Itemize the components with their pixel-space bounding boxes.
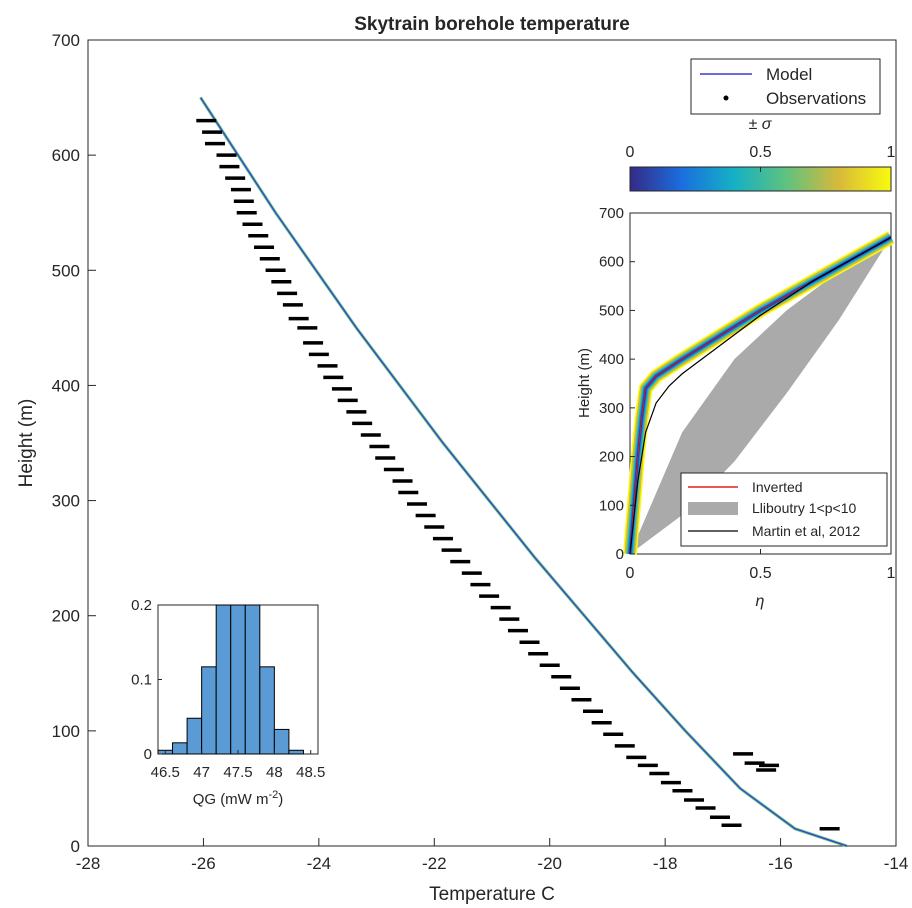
- main-x-tick-label: -14: [884, 854, 909, 873]
- legend-lliboutry-label: Lliboutry 1<p<10: [752, 500, 857, 516]
- inset-eta-x-axis-label: η: [756, 593, 765, 610]
- inset-histogram-bars: [157, 604, 304, 755]
- colorbar-tick-label: 1: [887, 144, 896, 161]
- inset-histogram-y-ticks: 0 0.1 0.2: [131, 597, 162, 763]
- histogram-bar: [288, 749, 304, 755]
- main-x-tick-label: -26: [191, 854, 216, 873]
- inset-eta-y-tick-label: 100: [599, 497, 624, 514]
- inset-histogram-axes: 46.5 47 47.5 48 48.5 0 0.1 0.2 QG (mW m-2): [131, 597, 325, 808]
- inset-eta-x-ticks: 0 0.5 1: [626, 549, 896, 582]
- legend-model-label: Model: [766, 65, 812, 84]
- histogram-bar: [259, 666, 275, 755]
- histogram-bar: [186, 717, 203, 755]
- main-legend: Model Observations: [690, 58, 881, 115]
- inset-eta-x-tick-label: 0.5: [749, 565, 771, 582]
- main-y-tick-label: 0: [71, 837, 80, 856]
- inset-eta-y-tick-label: 700: [599, 205, 624, 222]
- inset-histogram-x-tick-label: 47.5: [223, 764, 252, 781]
- inset-eta-y-tick-label: 300: [599, 400, 624, 417]
- main-legend-box: [690, 58, 881, 115]
- main-y-ticks: 0 100 200 300 400 500 600 700: [52, 31, 96, 856]
- inset-eta-y-tick-label: 400: [599, 351, 624, 368]
- main-y-tick-label: 700: [52, 31, 80, 50]
- hist-xlabel-superscript: -2: [269, 789, 279, 801]
- legend-lliboutry-swatch: [688, 502, 738, 515]
- inset-eta-y-tick-label: 200: [599, 449, 624, 466]
- main-x-axis-label: Temperature C: [429, 884, 555, 905]
- colorbar-title: ± σ: [749, 116, 773, 133]
- main-x-tick-label: -18: [653, 854, 678, 873]
- inset-histogram-x-tick-label: 46.5: [151, 764, 180, 781]
- main-series: [196, 96, 848, 848]
- main-x-tick-label: -28: [76, 854, 101, 873]
- legend-observations-swatch: [723, 95, 729, 101]
- main-x-ticks: -28 -26 -24 -22 -20 -18 -16 -14: [76, 838, 909, 873]
- chart-title: Skytrain borehole temperature: [354, 14, 630, 35]
- histogram-bar: [244, 604, 261, 755]
- inset-histogram-x-tick-label: 48.5: [296, 764, 325, 781]
- main-x-tick-label: -24: [307, 854, 332, 873]
- main-y-tick-label: 300: [52, 492, 80, 511]
- inset-histogram-x-tick-label: 47: [193, 764, 210, 781]
- inset-eta-y-axis-label: Height (m): [576, 348, 593, 418]
- histogram-bar: [230, 604, 246, 755]
- inset-eta-y-tick-label: 0: [616, 546, 624, 563]
- hist-xlabel-main: QG (mW m: [193, 791, 269, 808]
- main-x-tick-label: -22: [422, 854, 447, 873]
- inset-histogram-y-tick-label: 0: [144, 746, 152, 763]
- inset-eta-y-tick-label: 600: [599, 254, 624, 271]
- inset-histogram-x-ticks: 46.5 47 47.5 48 48.5: [151, 750, 325, 781]
- colorbar: ± σ 0 0.5 1: [626, 116, 896, 192]
- main-y-tick-label: 200: [52, 607, 80, 626]
- legend-martin-label: Martin et al, 2012: [752, 523, 860, 539]
- inset-histogram-y-tick-label: 0.2: [131, 597, 152, 614]
- inset-histogram-y-tick-label: 0.1: [131, 672, 152, 689]
- histogram-bar: [172, 742, 188, 755]
- main-x-tick-label: -16: [768, 854, 793, 873]
- inset-eta-x-tick-label: 1: [887, 565, 896, 582]
- legend-inverted-label: Inverted: [752, 479, 803, 495]
- histogram-bar: [201, 666, 217, 755]
- inset-eta-y-tick-label: 500: [599, 302, 624, 319]
- histogram-bar: [215, 604, 232, 755]
- colorbar-ticks: 0 0.5 1: [626, 144, 896, 172]
- martin-line: [629, 236, 892, 555]
- main-y-tick-label: 600: [52, 146, 80, 165]
- main-y-tick-label: 100: [52, 722, 80, 741]
- colorbar-tick-label: 0.5: [749, 144, 771, 161]
- hist-xlabel-end: ): [278, 791, 283, 808]
- inset-eta-x-tick-label: 0: [626, 565, 635, 582]
- histogram-bar: [273, 728, 290, 755]
- main-y-tick-label: 500: [52, 261, 80, 280]
- inset-eta-y-ticks: 0 100 200 300 400 500 600 700: [599, 205, 635, 563]
- main-y-axis-label: Height (m): [16, 399, 37, 488]
- legend-observations-label: Observations: [766, 89, 866, 108]
- main-y-tick-label: 400: [52, 376, 80, 395]
- model-line: [200, 97, 848, 847]
- colorbar-tick-label: 0: [626, 144, 635, 161]
- inset-histogram-x-tick-label: 48: [266, 764, 283, 781]
- main-x-tick-label: -20: [537, 854, 562, 873]
- inset-histogram-x-axis-label: QG (mW m-2): [193, 789, 284, 808]
